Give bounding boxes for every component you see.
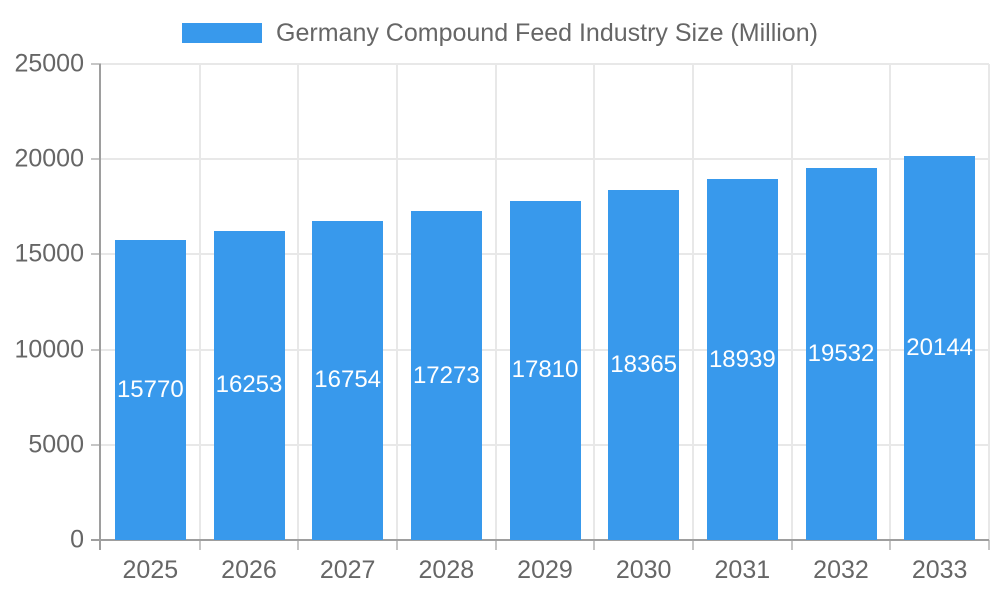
x-tick-mark: [790, 540, 793, 550]
bar: 20144: [904, 156, 976, 540]
bar: 17810: [509, 200, 581, 540]
y-tick-label: 5000: [28, 430, 84, 459]
v-gridline: [988, 64, 990, 540]
x-tick-mark: [889, 540, 892, 550]
bar-value-label: 16253: [215, 371, 283, 399]
y-axis-line: [99, 64, 101, 550]
y-tick-label: 0: [70, 525, 84, 554]
bar-value-label: 15770: [116, 375, 184, 403]
x-tick-label: 2026: [221, 556, 277, 584]
x-tick-mark: [692, 540, 694, 550]
v-gridline: [198, 64, 201, 540]
bar: 15770: [114, 239, 186, 540]
y-tick-label: 25000: [14, 49, 84, 78]
bar: 18939: [706, 179, 778, 540]
v-gridline: [692, 64, 694, 540]
bar: 18365: [608, 190, 680, 540]
bar: 17273: [410, 211, 482, 540]
y-tick-mark: [91, 253, 101, 256]
bar: 16754: [312, 221, 384, 540]
v-gridline: [790, 64, 793, 540]
x-tick-label: 2030: [615, 556, 672, 584]
x-tick-label: 2028: [418, 556, 475, 584]
x-tick-label: 2032: [813, 556, 869, 584]
v-gridline: [396, 64, 398, 540]
y-tick-label: 20000: [14, 144, 84, 173]
y-tick-label: 15000: [14, 239, 84, 268]
bar-value-label: 17273: [412, 361, 480, 389]
x-tick-mark: [494, 540, 497, 550]
legend-swatch: [182, 23, 263, 43]
h-gridline: [101, 158, 989, 161]
x-axis-line: [91, 539, 989, 541]
bar: 19532: [805, 168, 877, 540]
x-tick-mark: [396, 540, 398, 550]
bar-value-label: 19532: [807, 340, 875, 368]
x-tick-mark: [593, 540, 596, 550]
chart-legend: Germany Compound Feed Industry Size (Mil…: [0, 13, 1000, 53]
x-tick-mark: [988, 540, 990, 550]
bar-value-label: 18365: [610, 351, 678, 379]
y-tick-mark: [91, 443, 101, 446]
x-tick-label: 2027: [319, 556, 376, 584]
v-gridline: [494, 64, 497, 540]
x-tick-label: 2033: [911, 556, 968, 584]
y-tick-label: 10000: [14, 335, 84, 364]
x-tick-label: 2031: [714, 556, 771, 584]
v-gridline: [297, 64, 300, 540]
v-gridline: [889, 64, 892, 540]
bar-value-label: 18939: [708, 345, 776, 373]
bar: 16253: [213, 230, 285, 540]
bar-value-label: 20144: [906, 334, 974, 362]
x-tick-label: 2025: [122, 556, 179, 584]
x-tick-label: 2029: [517, 556, 573, 584]
v-gridline: [593, 64, 596, 540]
x-tick-mark: [297, 540, 300, 550]
h-gridline: [101, 63, 989, 65]
y-tick-mark: [91, 348, 101, 351]
bar-value-label: 16754: [314, 366, 382, 394]
y-tick-mark: [91, 158, 101, 161]
y-tick-mark: [91, 63, 101, 65]
x-tick-mark: [198, 540, 201, 550]
bar-value-label: 17810: [511, 356, 579, 384]
chart-title: Germany Compound Feed Industry Size (Mil…: [276, 18, 818, 47]
